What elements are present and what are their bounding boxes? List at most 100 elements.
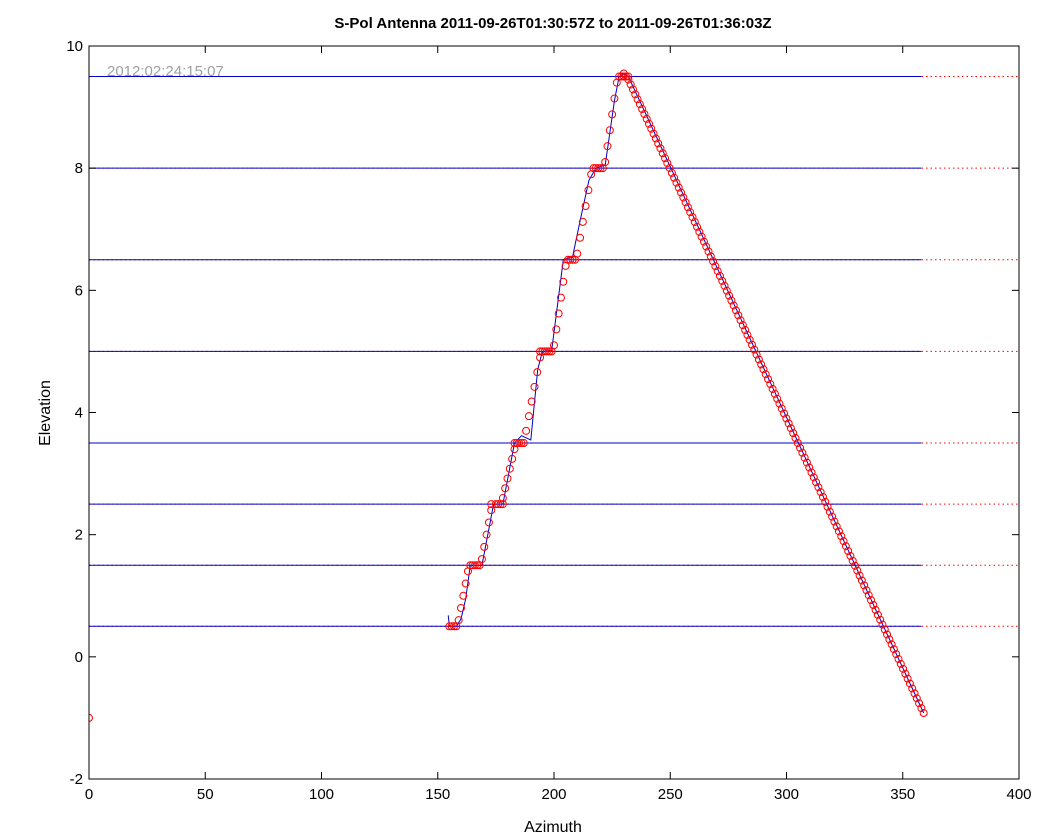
data-point-marker <box>484 518 493 527</box>
y-tick-label: 2 <box>75 527 83 544</box>
data-point-marker <box>686 208 695 217</box>
data-point-marker <box>718 276 727 285</box>
data-point-marker <box>681 198 690 207</box>
data-point-marker <box>463 567 472 576</box>
data-point-marker <box>628 85 637 94</box>
data-point-marker <box>773 394 782 403</box>
data-point-marker <box>505 464 514 473</box>
data-point-marker <box>677 188 686 197</box>
data-point-marker <box>725 291 734 300</box>
data-point-marker <box>550 341 558 350</box>
data-point-marker <box>697 232 706 241</box>
data-point-marker <box>679 193 688 202</box>
data-point-marker <box>789 429 798 438</box>
data-point-marker <box>864 591 873 600</box>
data-point-marker <box>573 249 582 258</box>
chart-title: S-Pol Antenna 2011-09-26T01:30:57Z to 20… <box>334 15 771 32</box>
data-point-marker <box>761 370 770 379</box>
data-point-marker <box>793 438 802 447</box>
data-point-marker <box>457 603 465 612</box>
data-point-marker <box>447 622 456 631</box>
data-point-marker <box>901 669 910 678</box>
y-tick-label: 6 <box>75 282 83 299</box>
data-point-marker <box>873 610 882 619</box>
data-point-marker <box>631 90 640 99</box>
data-point-marker <box>635 100 644 109</box>
data-point-marker <box>603 142 612 151</box>
data-point-marker <box>848 556 857 565</box>
data-point-marker <box>910 689 919 698</box>
data-point-marker <box>510 445 519 454</box>
data-point-marker <box>887 640 896 649</box>
data-point-marker <box>805 463 814 472</box>
data-point-marker <box>626 80 635 89</box>
data-point-marker <box>757 360 766 369</box>
data-point-marker <box>454 616 463 625</box>
data-point-marker <box>527 397 536 406</box>
y-tick-label: 0 <box>75 649 83 666</box>
data-point-marker <box>894 655 903 664</box>
data-point-marker <box>556 293 565 302</box>
x-tick-label: 350 <box>890 786 915 803</box>
data-point-marker <box>745 335 754 344</box>
data-point-marker <box>816 488 825 497</box>
data-point-marker <box>584 186 593 195</box>
data-point-marker <box>89 713 93 722</box>
data-point-marker <box>581 202 590 211</box>
data-point-marker <box>798 448 807 457</box>
data-point-marker <box>871 605 880 614</box>
data-point-marker <box>693 222 702 231</box>
data-point-marker <box>459 591 468 600</box>
data-point-marker <box>720 281 729 290</box>
data-point-marker <box>812 478 821 487</box>
data-point-marker <box>501 484 510 493</box>
data-point-marker <box>899 664 908 673</box>
data-point-marker <box>683 203 692 212</box>
data-point-marker <box>482 530 491 539</box>
data-point-marker <box>601 158 610 167</box>
data-point-marker <box>524 412 533 421</box>
data-point-marker <box>876 615 885 624</box>
data-point-marker <box>853 566 862 575</box>
y-tick-label: 4 <box>75 405 83 422</box>
data-point-marker <box>814 483 823 492</box>
data-point-marker <box>645 119 654 128</box>
data-point-marker <box>670 173 679 182</box>
data-point-marker <box>461 579 470 588</box>
data-point-marker <box>533 368 542 377</box>
data-point-marker <box>543 347 552 356</box>
data-point-marker <box>642 114 651 123</box>
data-point-marker <box>883 630 892 639</box>
data-point-marker <box>867 596 876 605</box>
data-point-marker <box>704 247 713 256</box>
data-point-marker <box>470 561 479 570</box>
data-point-marker <box>515 439 524 448</box>
data-point-marker <box>823 502 832 511</box>
data-point-marker <box>517 439 526 448</box>
data-point-marker <box>654 139 663 148</box>
data-point-marker <box>821 497 830 506</box>
x-tick-label: 150 <box>425 786 450 803</box>
x-tick-label: 100 <box>309 786 334 803</box>
data-point-marker <box>713 267 722 276</box>
data-point-marker <box>559 277 568 286</box>
data-point-marker <box>754 355 763 364</box>
data-point-marker <box>608 110 617 119</box>
data-point-marker <box>764 375 773 384</box>
y-tick-label: 10 <box>66 38 83 55</box>
x-tick-label: 250 <box>658 786 683 803</box>
data-point-marker <box>649 129 658 138</box>
data-point-marker <box>818 492 827 501</box>
data-point-marker <box>706 252 715 261</box>
data-point-marker <box>536 353 545 362</box>
data-point-marker <box>522 426 531 435</box>
data-point-marker <box>839 537 848 546</box>
data-point-marker <box>869 601 878 610</box>
data-point-marker <box>830 517 839 526</box>
data-point-marker <box>743 330 752 339</box>
data-point-marker <box>775 399 784 408</box>
data-point-marker <box>862 586 871 595</box>
data-point-marker <box>587 170 596 179</box>
data-point-marker <box>896 659 905 668</box>
data-point-marker <box>734 311 743 320</box>
